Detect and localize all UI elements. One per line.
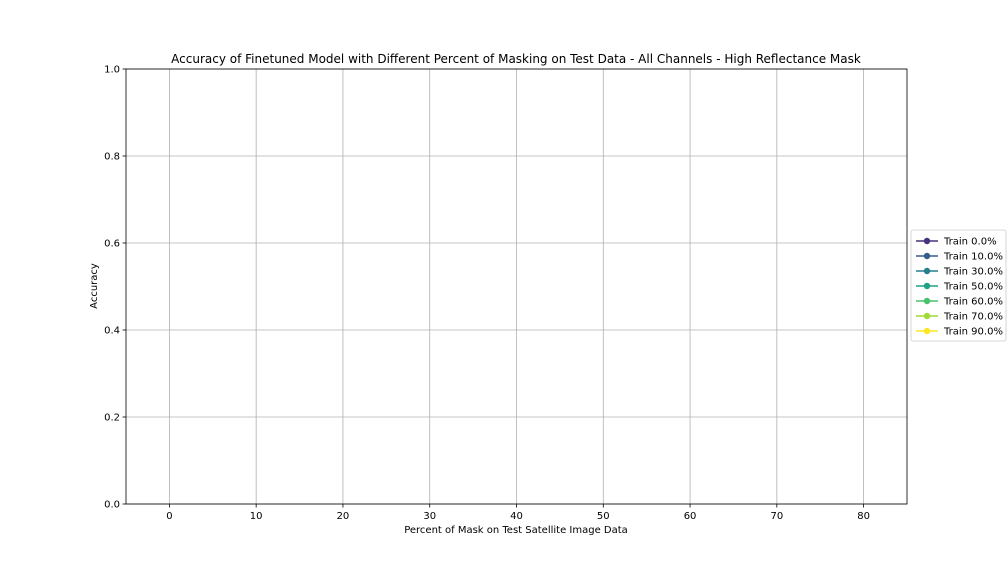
legend-entry: Train 60.0% [916,297,1003,308]
legend-marker [923,297,931,305]
legend-entry: Train 10.0% [916,252,1003,263]
x-tick-label: 20 [337,511,350,522]
legend-entry: Train 70.0% [916,312,1003,323]
x-tick-label: 80 [857,511,870,522]
y-axis: 0.0 0.2 0.4 0.6 0.8 1.0 [104,65,126,511]
legend-label: Train 0.0% [943,237,997,248]
y-tick-label: 1.0 [104,65,120,76]
grid-lines [126,68,907,505]
legend-marker [923,267,931,275]
chart-title: Accuracy of Finetuned Model with Differe… [171,52,861,66]
legend-label: Train 30.0% [943,267,1003,278]
x-tick-label: 0 [166,511,172,522]
y-axis-label: Accuracy [89,263,100,309]
legend-label: Train 60.0% [943,297,1003,308]
y-tick-label: 0.4 [104,326,120,337]
x-tick-label: 30 [423,511,436,522]
legend-entry: Train 0.0% [916,237,997,248]
y-tick-label: 0.6 [104,239,120,250]
legend-marker [923,282,931,290]
legend-marker [923,327,931,335]
x-axis: 0 10 20 30 40 50 60 70 80 [166,504,870,522]
legend-marker [923,237,931,245]
legend-label: Train 10.0% [943,252,1003,263]
x-tick-label: 70 [770,511,783,522]
legend-marker [923,312,931,320]
x-tick-label: 50 [597,511,610,522]
legend-box [910,229,1007,342]
y-tick-label: 0.2 [104,413,120,424]
y-tick-label: 0.0 [104,500,120,511]
legend-entry: Train 90.0% [916,327,1003,338]
x-tick-label: 60 [684,511,697,522]
x-tick-label: 40 [510,511,523,522]
legend-entry: Train 50.0% [916,282,1003,293]
x-tick-label: 10 [250,511,263,522]
y-tick-label: 0.8 [104,152,120,163]
legend-label: Train 70.0% [943,312,1003,323]
legend-label: Train 90.0% [943,327,1003,338]
legend-marker [923,252,931,260]
legend: Train 0.0% Train 10.0% Train 30.0% Train 50… [910,229,1007,342]
legend-label: Train 50.0% [943,282,1003,293]
legend-entry: Train 30.0% [916,267,1003,278]
x-axis-label: Percent of Mask on Test Satellite Image … [404,525,628,536]
